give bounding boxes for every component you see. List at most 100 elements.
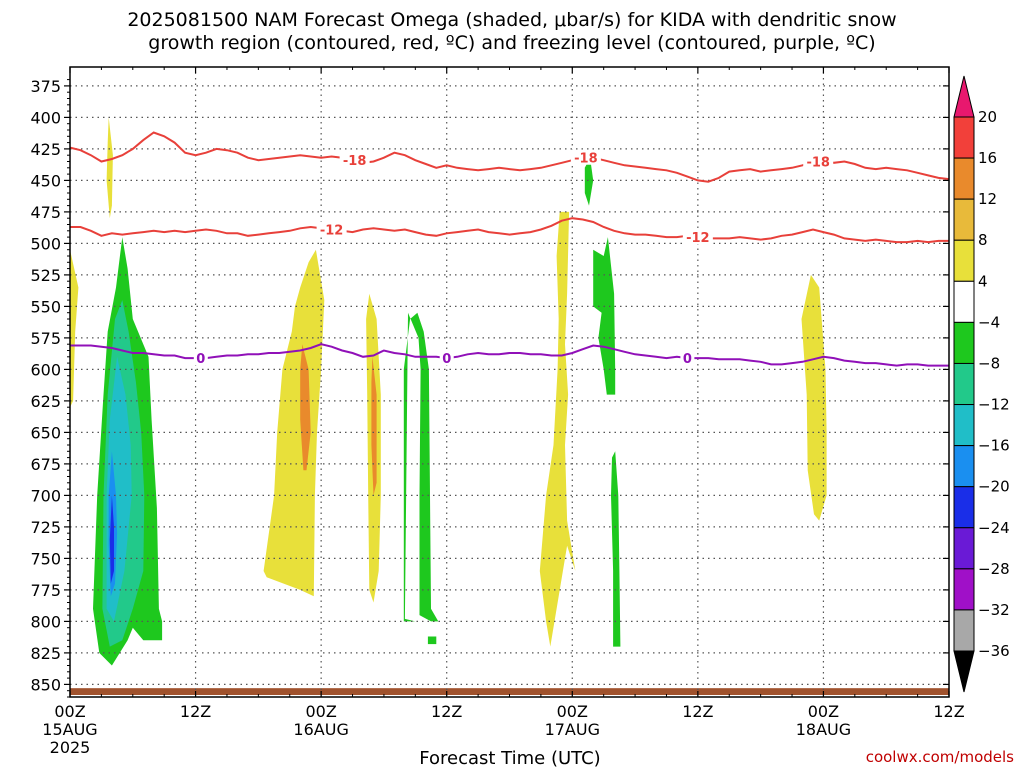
colorbar-tick-label: 16 (978, 149, 997, 167)
credit-text: coolwx.com/models (866, 748, 1014, 766)
colorbar-tick-label: −8 (978, 354, 1000, 372)
y-tick-label: 700 (30, 486, 61, 505)
y-tick-label: 525 (30, 266, 61, 285)
colorbar-tick-label: −24 (978, 519, 1010, 537)
x-tick-label: 12Z (431, 702, 462, 721)
x-tick-label: 12Z (682, 702, 713, 721)
colorbar-bin (953, 445, 975, 488)
contour-label: -18 (806, 156, 830, 171)
colorbar-tick-label: −12 (978, 396, 1010, 414)
colorbar-bin (953, 239, 975, 282)
y-tick-label: 825 (30, 644, 61, 663)
y-tick-label: 425 (30, 140, 61, 159)
y-tick-label: 650 (30, 423, 61, 442)
omega-shaded-region (106, 117, 113, 219)
x-tick-label: 00Z (54, 702, 85, 721)
y-tick-label: 450 (30, 171, 61, 190)
omega-shaded-region (109, 495, 114, 584)
omega-shaded-region (539, 211, 576, 647)
y-tick-label: 375 (30, 77, 61, 96)
y-tick-label: 625 (30, 392, 61, 411)
colorbar-bin (953, 404, 975, 447)
y-tick-label: 600 (30, 360, 61, 379)
colorbar-bin (953, 486, 975, 529)
y-tick-label: 400 (30, 108, 61, 127)
y-tick-label: 575 (30, 329, 61, 348)
contour-label: -18 (343, 154, 367, 169)
omega-shaded-region (263, 249, 325, 597)
plot-background (70, 67, 949, 697)
contour-label-bg (680, 350, 695, 366)
omega-shaded-region (300, 344, 311, 471)
colorbar-bin (953, 280, 975, 323)
contour-label-bg (316, 221, 347, 237)
contour-label: -12 (686, 231, 710, 246)
omega-shaded-region (593, 237, 616, 395)
colorbar-cap-top (953, 75, 975, 118)
colorbar-tick-label: 8 (978, 231, 988, 249)
colorbar-bin (953, 527, 975, 570)
colorbar-tick-label: −4 (978, 313, 1000, 331)
colorbar-tick-label: −20 (978, 478, 1010, 496)
freezing-level-contour (70, 343, 949, 367)
omega-shaded-region (371, 356, 377, 496)
y-tick-label: 725 (30, 518, 61, 537)
omega-shaded-region (801, 274, 827, 521)
contour-label: 0 (683, 352, 692, 367)
y-tick-label: 850 (30, 675, 61, 694)
colorbar-tick-label: −28 (978, 560, 1010, 578)
contour-label-bg (193, 350, 208, 366)
colorbar-tick-label: −32 (978, 601, 1010, 619)
contour-label-bg (570, 149, 601, 165)
y-tick-label: 800 (30, 612, 61, 631)
colorbar-tick-label: 20 (978, 108, 997, 126)
omega-shaded-region (70, 249, 79, 408)
colorbar-tick-label: 4 (978, 272, 988, 290)
x-tick-date-label: 18AUG (796, 720, 851, 739)
contour-label-bg (339, 152, 370, 168)
x-tick-date-label: 15AUG (42, 720, 97, 739)
contour-label-bg (439, 350, 454, 366)
contour-label-bg (803, 153, 834, 169)
x-axis-label: Forecast Time (UTC) (419, 748, 600, 768)
colorbar: 20 16 12 8 4 −4 −8 −12 −16 −20 −24 −28 −32 −36 (953, 75, 1010, 693)
x-tick-date-label: 17AUG (545, 720, 600, 739)
contour-label: -18 (574, 152, 598, 167)
colorbar-cap-bottom (953, 650, 975, 693)
omega-shaded-region (403, 312, 439, 622)
colorbar-bin (953, 321, 975, 364)
colorbar-tick-label: −16 (978, 437, 1010, 455)
y-tick-label: 475 (30, 203, 61, 222)
x-tick-label: 12Z (933, 702, 964, 721)
colorbar-bin (953, 157, 975, 200)
dendritic-contour-minus12 (70, 217, 949, 244)
y-tick-label: 775 (30, 581, 61, 600)
y-tick-label: 500 (30, 234, 61, 253)
contour-label: -12 (320, 224, 344, 239)
chart-title-line-2: growth region (contoured, red, ºC) and f… (148, 32, 875, 54)
y-tick-label: 750 (30, 549, 61, 568)
contour-label: 0 (196, 352, 205, 367)
colorbar-bin (953, 198, 975, 241)
colorbar-bin (953, 116, 975, 159)
colorbar-tick-label: −36 (978, 642, 1010, 660)
x-tick-label: 12Z (180, 702, 211, 721)
contour-label-bg (682, 229, 713, 245)
x-tick-year-label: 2025 (50, 738, 91, 757)
surface-band (70, 688, 949, 695)
colorbar-bin (953, 362, 975, 406)
dendritic-contour-minus18 (69, 131, 950, 183)
colorbar-bin (953, 568, 975, 611)
x-tick-label: 00Z (808, 702, 839, 721)
chart-title-line-1: 2025081500 NAM Forecast Omega (shaded, μ… (127, 9, 896, 31)
x-tick-date-label: 16AUG (293, 720, 348, 739)
axes: 375 400 425 450 475 500 525 550 575 600 625 650 675 7… (30, 66, 965, 757)
omega-shaded-region (427, 636, 437, 645)
plot-area: -18 -18 -18 -12 -12 0 0 0 (69, 67, 950, 697)
omega-shaded-region (584, 157, 594, 206)
contour-label: 0 (442, 352, 451, 367)
y-tick-label: 550 (30, 297, 61, 316)
x-tick-label: 00Z (305, 702, 336, 721)
